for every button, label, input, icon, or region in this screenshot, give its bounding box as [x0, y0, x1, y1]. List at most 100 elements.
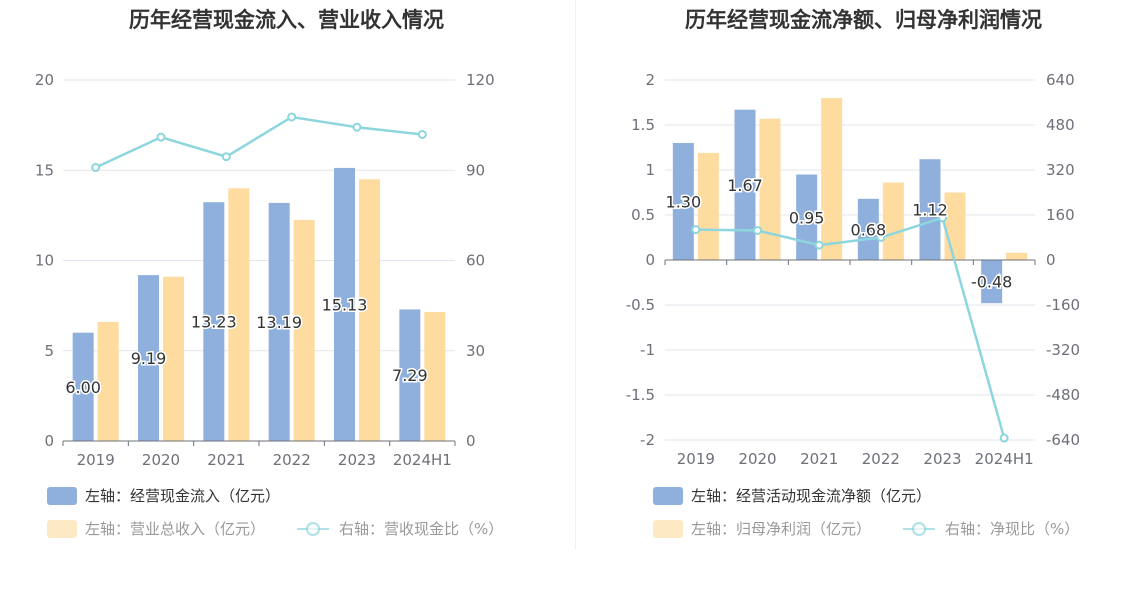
bar-2019-s2 — [697, 152, 719, 260]
x-tick-label: 2023 — [338, 451, 376, 469]
y-left-tick-label: -0.5 — [626, 296, 655, 314]
line-point-2021 — [221, 152, 231, 162]
y-right-tick-label: -480 — [1046, 386, 1080, 404]
y-left-tick-label: 10 — [35, 252, 54, 270]
y-left-tick-label: 0.5 — [631, 206, 655, 224]
line-point-2023 — [938, 213, 947, 223]
line-point-2022 — [876, 233, 886, 242]
legend-swatch — [47, 487, 77, 505]
bars — [72, 167, 446, 441]
bar-data-label: 1.30 — [666, 193, 702, 212]
y-right-tick-label: 0 — [466, 432, 476, 450]
bar-2020-s2 — [759, 118, 781, 260]
chart-title: 历年经营现金流入、营业收入情况 — [129, 8, 444, 32]
y-right-tick-label: 320 — [1046, 161, 1075, 179]
bar-2023-s1 — [334, 167, 355, 441]
y-left-tick-label: 1.5 — [631, 116, 655, 134]
bar-data-label: 0.68 — [851, 220, 887, 239]
bar-2020-s1 — [734, 109, 756, 260]
y-right-tick-label: 640 — [1046, 71, 1075, 89]
chart-cashflow-revenue: 0 0 5 30 10 60 15 90 20 120 2019 2020 2021 2022 2023 20… — [35, 71, 503, 538]
bar-2024H1-s2 — [1006, 252, 1028, 260]
y-left-tick-label: 15 — [35, 161, 54, 179]
bar-2019-s1 — [72, 332, 94, 441]
chart-title: 历年经营现金流净额、归母净利润情况 — [685, 8, 1042, 32]
y-right-tick-label: -640 — [1046, 431, 1080, 449]
legend-swatch — [653, 487, 683, 505]
line-point-2024H1 — [417, 129, 427, 139]
x-tick-label: 2024H1 — [393, 451, 452, 469]
y-right-tick-label: -160 — [1046, 296, 1080, 314]
y-axis-ticks: 0 0 5 30 10 60 15 90 20 120 — [35, 71, 495, 450]
bar-2020-s1 — [138, 275, 159, 441]
legend-label: 右轴：净现比（%） — [945, 520, 1079, 538]
y-right-tick-label: 120 — [466, 71, 495, 89]
chart-panel-cashflow-revenue: 历年经营现金流入、营业收入情况 0 0 5 30 10 60 15 90 20 120 2019 20… — [0, 0, 573, 560]
line-series — [95, 115, 423, 169]
legend-swatch — [47, 520, 77, 538]
y-right-tick-label: 160 — [1046, 206, 1075, 224]
legend-swatch — [653, 520, 683, 538]
bar-data-label: 7.29 — [392, 366, 428, 385]
y-right-tick-label: 0 — [1046, 251, 1056, 269]
chart-panel-netcash-profit: 历年经营现金流净额、归母净利润情况 -2 -640 -1.5 -480 -1 -320 -0… — [577, 0, 1147, 560]
bar-data-label: 0.95 — [789, 208, 825, 227]
x-tick-label: 2024H1 — [975, 450, 1034, 468]
bar-2021-s1 — [796, 174, 818, 260]
bar-data-label: 15.13 — [322, 295, 368, 314]
bar-2019-s1 — [672, 143, 694, 260]
bar-data-label: 6.00 — [65, 378, 101, 397]
bars — [672, 98, 1028, 304]
y-left-tick-label: 0 — [44, 432, 54, 450]
x-tick-label: 2022 — [862, 450, 900, 468]
y-left-tick-label: -1 — [640, 341, 655, 359]
bar-data-label: 1.67 — [727, 176, 763, 195]
legend: 左轴：经营现金流入（亿元） 左轴：营业总收入（亿元） 右轴：营收现金比（%） — [47, 487, 503, 538]
bar-2024H1-s1 — [399, 309, 421, 441]
chart-netcash-profit: -2 -640 -1.5 -480 -1 -320 -0.5 -160 0 0 0.5 160 1 320… — [626, 71, 1080, 538]
x-tick-label: 2023 — [923, 450, 961, 468]
y-right-tick-label: 480 — [1046, 116, 1075, 134]
x-tick-label: 2020 — [738, 450, 776, 468]
bar-2019-s2 — [97, 321, 119, 441]
x-tick-label: 2020 — [142, 451, 180, 469]
line-point-2019 — [691, 225, 701, 235]
bar-data-label: -0.48 — [971, 273, 1012, 292]
bar-data-label: 9.19 — [131, 349, 167, 368]
bar-2023-s1 — [919, 159, 941, 260]
y-right-tick-label: 60 — [466, 252, 485, 270]
line-point-2022 — [287, 112, 297, 122]
y-left-tick-label: 20 — [35, 71, 54, 89]
bar-2023-s2 — [359, 179, 380, 441]
line-series — [695, 216, 1006, 439]
y-left-tick-label: -1.5 — [626, 386, 655, 404]
bar-2024H1-s1 — [981, 260, 1003, 304]
y-left-tick-label: 2 — [645, 71, 655, 89]
x-tick-label: 2021 — [207, 451, 245, 469]
x-tick-label: 2019 — [77, 451, 115, 469]
line-point-2019 — [91, 163, 101, 173]
line-point-2020 — [753, 225, 762, 235]
legend-label: 左轴：经营现金流入（亿元） — [85, 487, 280, 505]
line-point-2021 — [814, 240, 824, 250]
y-left-tick-label: 5 — [44, 342, 54, 360]
bar-data-label: 13.23 — [191, 313, 237, 332]
x-tick-label: 2019 — [677, 450, 715, 468]
x-tick-label: 2022 — [273, 451, 311, 469]
y-left-tick-label: -2 — [640, 431, 655, 449]
line-point-2020 — [156, 132, 166, 142]
y-left-tick-label: 1 — [645, 161, 655, 179]
bar-data-label: 13.19 — [256, 313, 302, 332]
bar-2020-s2 — [163, 276, 184, 441]
bar-2024H1-s2 — [424, 311, 446, 441]
y-right-tick-label: 90 — [466, 161, 485, 179]
bar-2022-s1 — [268, 202, 290, 441]
bar-2022-s2 — [293, 219, 315, 441]
x-tick-label: 2021 — [800, 450, 838, 468]
legend: 左轴：经营活动现金流净额（亿元） 左轴：归母净利润（亿元） 右轴：净现比（%） — [653, 487, 1079, 538]
y-right-tick-label: -320 — [1046, 341, 1080, 359]
legend-swatch-point — [912, 522, 926, 536]
bar-2021-s1 — [203, 202, 225, 441]
panel-divider — [575, 0, 576, 550]
